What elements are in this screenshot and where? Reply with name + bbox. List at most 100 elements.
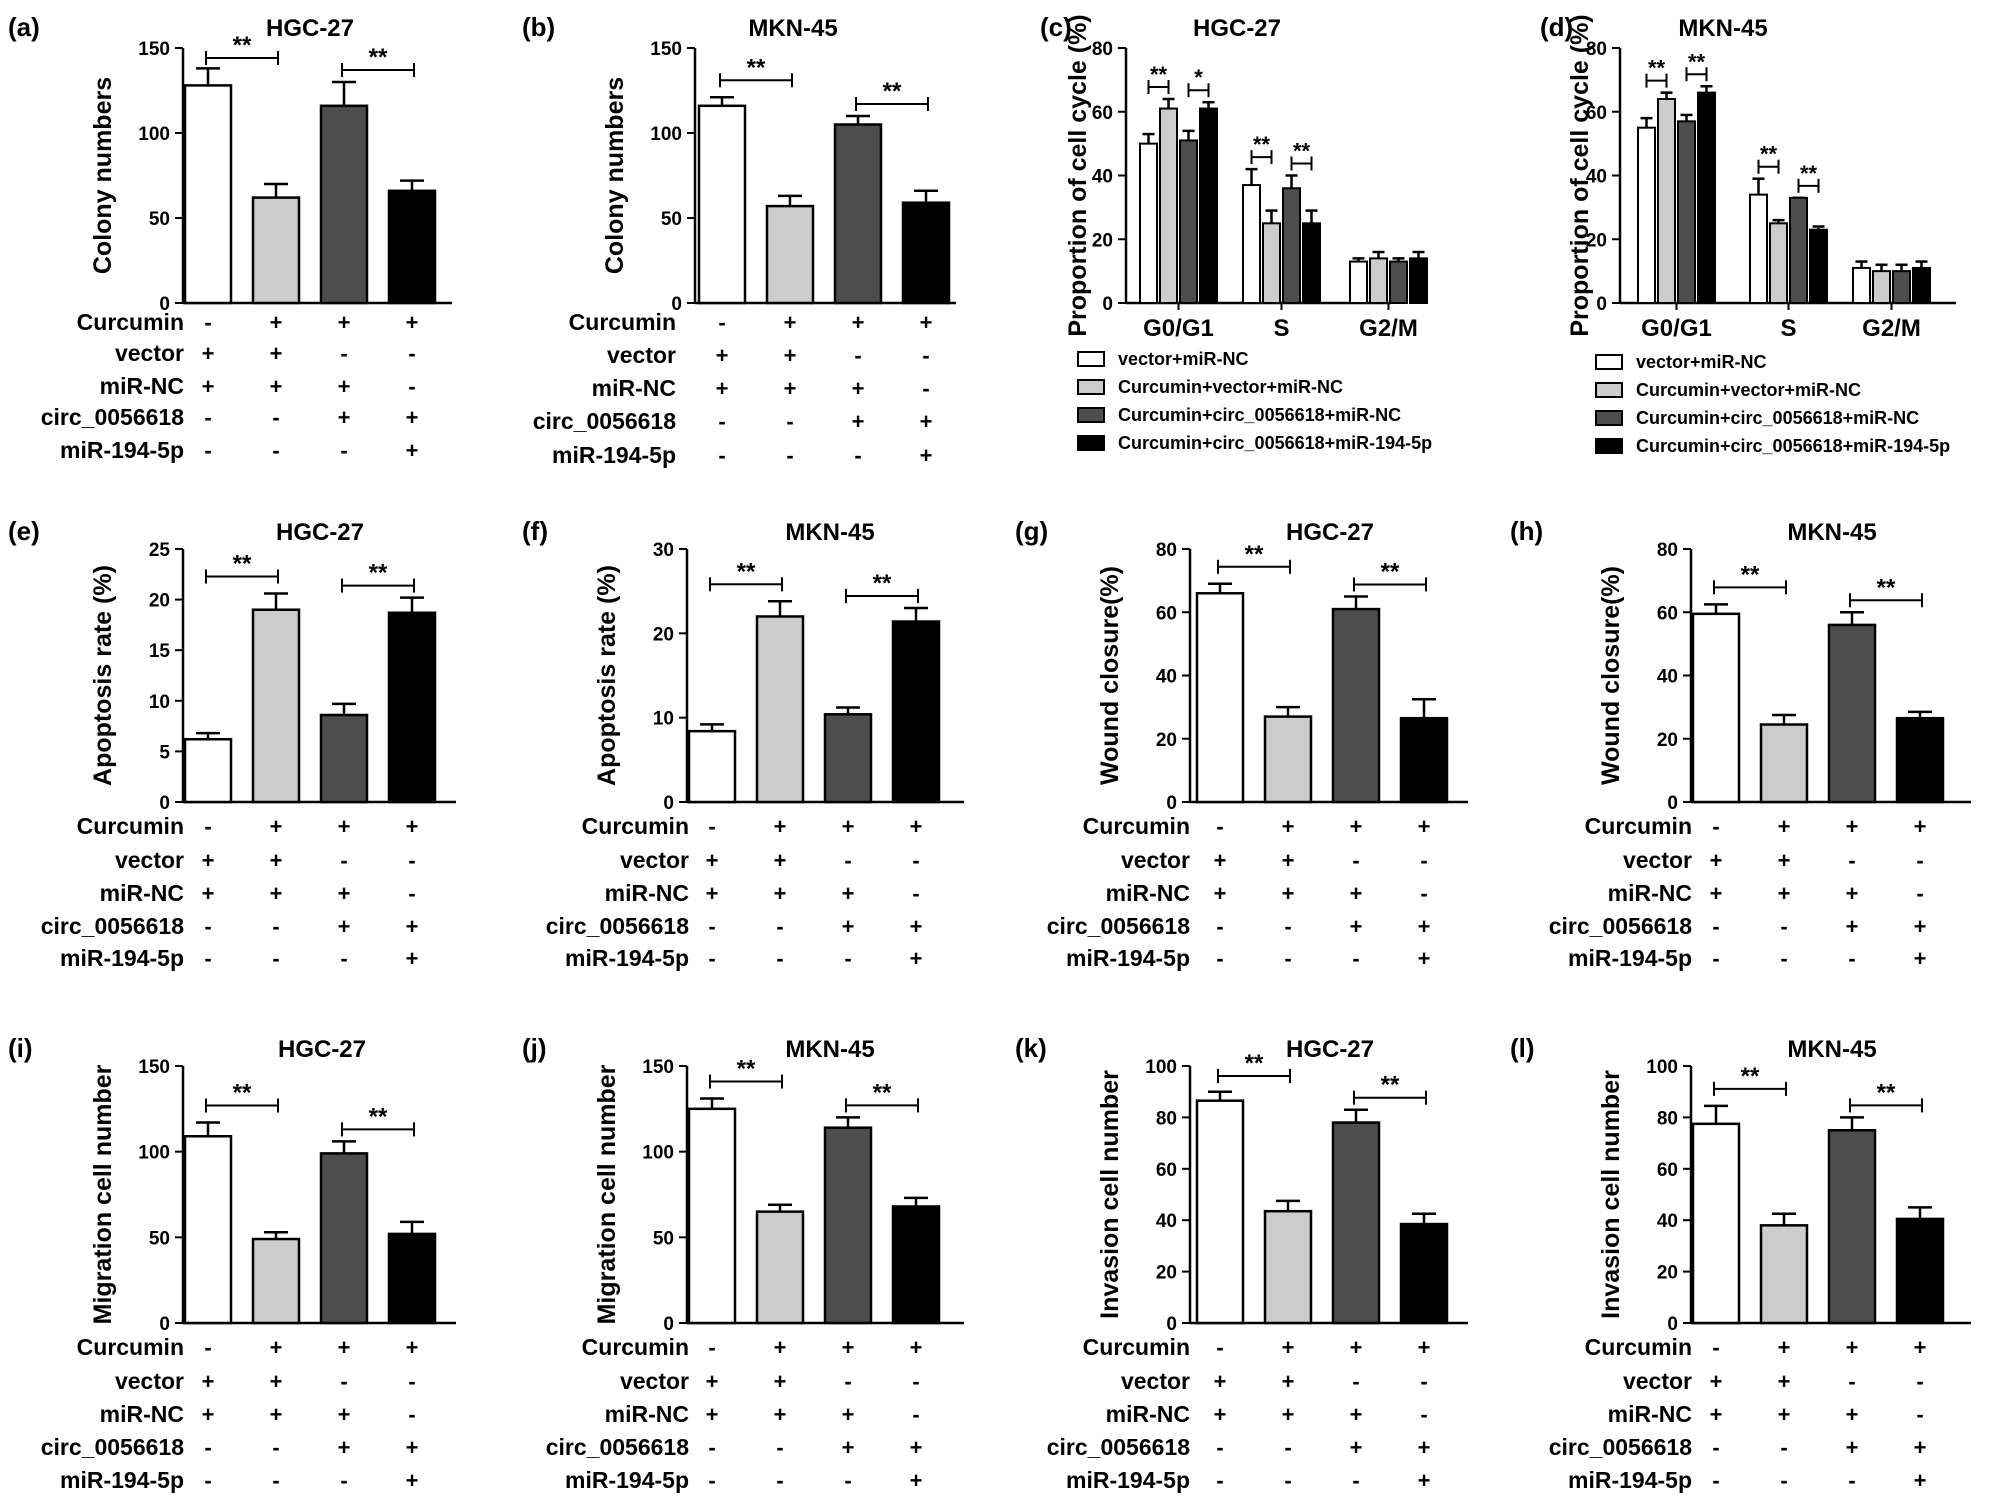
bar — [387, 189, 437, 305]
y-tick-label: 80 — [1092, 39, 1113, 60]
x-tick-label: G2/M — [1862, 315, 1921, 342]
y-axis-label: Apoptosis rate (%) — [89, 565, 117, 786]
factor-label: Curcumin — [1083, 1334, 1190, 1360]
factor-label: vector — [1121, 1368, 1190, 1394]
factor-sign: + — [706, 1369, 719, 1394]
legend-swatch — [1595, 382, 1623, 398]
significance-label: ** — [1245, 1050, 1264, 1077]
factor-sign: - — [204, 405, 211, 430]
y-tick-label: 150 — [650, 39, 682, 60]
factor-sign: + — [716, 343, 729, 368]
factor-sign: + — [1778, 881, 1791, 906]
factor-sign: - — [272, 946, 279, 971]
legend-label: Curcumin+vector+miR-NC — [1636, 380, 1861, 400]
factor-label: miR-NC — [100, 373, 184, 399]
factor-sign: - — [204, 914, 211, 939]
factor-sign: - — [408, 848, 415, 873]
factor-label: vector — [1623, 847, 1692, 873]
factor-label: circ_0056618 — [41, 1434, 184, 1460]
factor-sign: - — [204, 438, 211, 463]
panel-f: 0 10 20 30 (f) MKN-45 Apoptosis rate (%) ** ** Cu… — [522, 516, 964, 971]
significance-label: ** — [1293, 139, 1311, 164]
factor-sign: - — [922, 376, 929, 401]
bar — [891, 620, 941, 804]
legend-label: Curcumin+circ_0056618+miR-NC — [1636, 408, 1919, 428]
factor-sign: - — [272, 438, 279, 463]
y-tick-label: 20 — [653, 624, 674, 645]
bar — [1331, 607, 1381, 804]
panel-title: HGC-27 — [278, 1036, 366, 1063]
factor-sign: - — [922, 343, 929, 368]
factor-sign: + — [1778, 814, 1791, 839]
factor-sign: + — [852, 409, 865, 434]
y-tick-label: 60 — [1657, 603, 1678, 624]
bar — [251, 196, 301, 305]
bar — [1399, 1222, 1449, 1325]
bar — [251, 1237, 301, 1325]
panel-label: (g) — [1015, 516, 1048, 546]
factor-label: miR-194-5p — [552, 442, 676, 468]
bar — [1195, 592, 1245, 804]
y-tick-label: 0 — [1166, 793, 1177, 814]
x-tick-label: G0/G1 — [1143, 315, 1214, 342]
factor-sign: + — [270, 341, 283, 366]
panel-title: MKN-45 — [748, 15, 837, 42]
factor-sign: + — [270, 310, 283, 335]
factor-sign: - — [708, 914, 715, 939]
bar — [1195, 1099, 1245, 1325]
factor-sign: + — [1350, 814, 1363, 839]
legend-label: Curcumin+circ_0056618+miR-194-5p — [1118, 433, 1432, 453]
bar — [183, 84, 233, 305]
factor-sign: - — [408, 881, 415, 906]
y-tick-label: 0 — [671, 294, 682, 315]
factor-sign: + — [1778, 1335, 1791, 1360]
factor-label: miR-NC — [1608, 880, 1692, 906]
factor-sign: + — [1418, 814, 1431, 839]
factor-sign: - — [1848, 848, 1855, 873]
bar — [1852, 266, 1871, 304]
y-tick-label: 0 — [1596, 294, 1607, 315]
factor-label: Curcumin — [582, 813, 689, 839]
factor-sign: - — [1712, 1468, 1719, 1493]
factor-sign: + — [1846, 814, 1859, 839]
bar — [1179, 139, 1198, 304]
y-tick-label: 60 — [1156, 1160, 1177, 1181]
panel-title: MKN-45 — [1787, 519, 1876, 546]
bar — [319, 104, 369, 305]
factor-sign: - — [1848, 1369, 1855, 1394]
factor-label: vector — [115, 340, 184, 366]
factor-sign: + — [1214, 881, 1227, 906]
y-tick-label: 80 — [1156, 1108, 1177, 1129]
legend-label: Curcumin+circ_0056618+miR-NC — [1118, 405, 1401, 425]
y-tick-label: 0 — [663, 1314, 674, 1335]
factor-sign: - — [1284, 1435, 1291, 1460]
factor-sign: + — [784, 343, 797, 368]
factor-label: miR-194-5p — [1568, 945, 1692, 971]
y-tick-label: 150 — [138, 1057, 170, 1078]
factor-sign: + — [1418, 1335, 1431, 1360]
factor-label: miR-NC — [100, 880, 184, 906]
factor-label: miR-194-5p — [565, 1467, 689, 1493]
bar — [1199, 107, 1218, 304]
factor-label: circ_0056618 — [1549, 913, 1692, 939]
panel-title: HGC-27 — [266, 15, 354, 42]
y-axis-label: Colony numbers — [89, 77, 117, 274]
factor-sign: + — [1846, 914, 1859, 939]
factor-label: miR-194-5p — [1568, 1467, 1692, 1493]
factor-label: vector — [1623, 1368, 1692, 1394]
factor-label: miR-NC — [605, 880, 689, 906]
factor-sign: + — [716, 376, 729, 401]
factor-sign: - — [708, 1468, 715, 1493]
factor-label: miR-NC — [1608, 1401, 1692, 1427]
factor-sign: - — [1284, 1468, 1291, 1493]
factor-label: miR-194-5p — [60, 945, 184, 971]
bar — [1331, 1121, 1381, 1325]
factor-sign: + — [338, 1335, 351, 1360]
factor-sign: - — [1916, 848, 1923, 873]
bar — [1827, 1129, 1877, 1325]
factor-label: circ_0056618 — [533, 408, 676, 434]
factor-sign: - — [776, 1435, 783, 1460]
factor-sign: + — [1214, 1402, 1227, 1427]
factor-sign: - — [204, 1468, 211, 1493]
factor-sign: + — [406, 814, 419, 839]
